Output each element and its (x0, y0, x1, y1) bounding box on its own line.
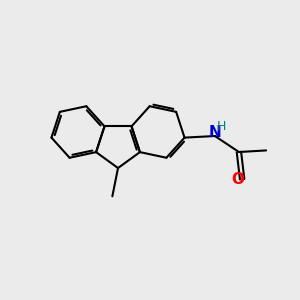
Text: N: N (208, 124, 221, 140)
Text: O: O (232, 172, 244, 187)
Text: H: H (217, 119, 226, 133)
